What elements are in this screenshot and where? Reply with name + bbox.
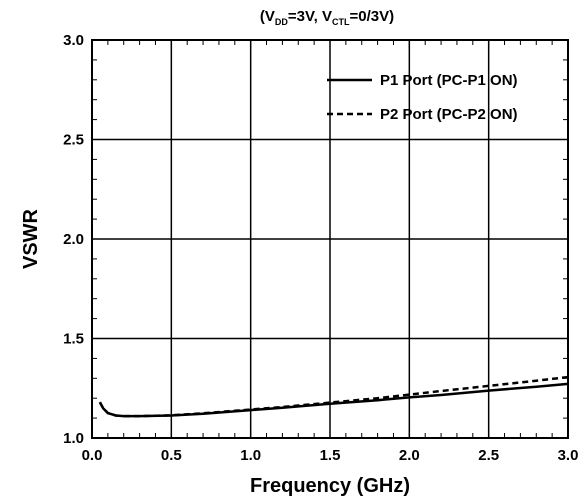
x-tick-label: 2.5 [478,447,499,464]
x-axis-label: Frequency (GHz) [250,475,410,497]
x-tick-label: 0.5 [161,447,182,464]
ticks [91,39,569,439]
chart-title-part: =3V, V [288,8,332,25]
grid [92,40,568,438]
chart-title-part: (V [260,8,275,25]
legend-label-p2: P2 Port (PC-P2 ON) [380,106,518,123]
y-tick-label: 2.5 [63,132,84,149]
x-tick-label: 3.0 [558,447,579,464]
y-tick-label: 1.0 [63,430,84,447]
tick-labels: 0.0 0.5 1.0 1.5 2.0 2.5 3.0 1.0 1.5 2.0 2.5 3.0 [63,32,578,464]
x-tick-label: 2.0 [399,447,420,464]
x-tick-label: 1.0 [240,447,261,464]
y-tick-label: 2.0 [63,231,84,248]
chart-title-part: =0/3V) [349,8,394,25]
y-axis-label: VSWR [20,208,42,269]
series-layer [98,375,569,418]
x-tick-label: 0.0 [82,447,103,464]
chart-title-part: DD [275,17,288,27]
chart-title: (VDD=3V, VCTL=0/3V) [260,8,394,27]
chart-title-part: CTL [332,17,350,27]
series-line-p2 [98,375,569,418]
legend: P1 Port (PC-P1 ON) P2 Port (PC-P2 ON) [327,72,518,123]
x-tick-label: 1.5 [320,447,341,464]
legend-label-p1: P1 Port (PC-P1 ON) [380,72,518,89]
y-tick-label: 1.5 [63,331,84,348]
y-tick-label: 3.0 [63,32,84,49]
series-line-p1 [98,382,569,418]
